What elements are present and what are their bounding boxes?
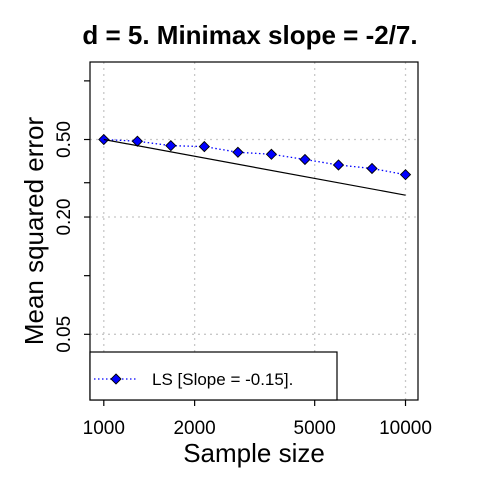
- data-point: [401, 170, 411, 180]
- plot-frame: [90, 62, 418, 400]
- y-axis-label: Mean squared error: [19, 116, 49, 345]
- x-tick-label: 5000: [294, 418, 336, 439]
- series-line-2: [104, 140, 406, 196]
- data-point: [367, 163, 377, 173]
- chart-title: d = 5. Minimax slope = -2/7.: [82, 20, 417, 50]
- legend: LS [Slope = -0.15].: [90, 352, 337, 400]
- x-tick-label: 2000: [173, 418, 215, 439]
- y-axis: 0.05 0.20 0.50: [54, 81, 90, 353]
- y-tick-label: 0.50: [54, 121, 75, 158]
- data-point: [266, 149, 276, 159]
- x-axis-label: Sample size: [183, 438, 325, 468]
- data-point: [166, 141, 176, 151]
- x-axis: 1000 2000 5000 10000: [83, 400, 432, 439]
- x-tick-label: 10000: [379, 418, 432, 439]
- grid-lines: [90, 62, 418, 400]
- series-line-1: [104, 140, 406, 175]
- x-tick-label: 1000: [83, 418, 125, 439]
- data-point: [233, 147, 243, 157]
- data-layer: [99, 135, 411, 196]
- data-point: [300, 154, 310, 164]
- y-tick-label: 0.05: [54, 316, 75, 353]
- y-tick-label: 0.20: [54, 199, 75, 236]
- legend-entry-label: LS [Slope = -0.15].: [152, 370, 293, 389]
- data-point: [199, 142, 209, 152]
- data-point: [333, 160, 343, 170]
